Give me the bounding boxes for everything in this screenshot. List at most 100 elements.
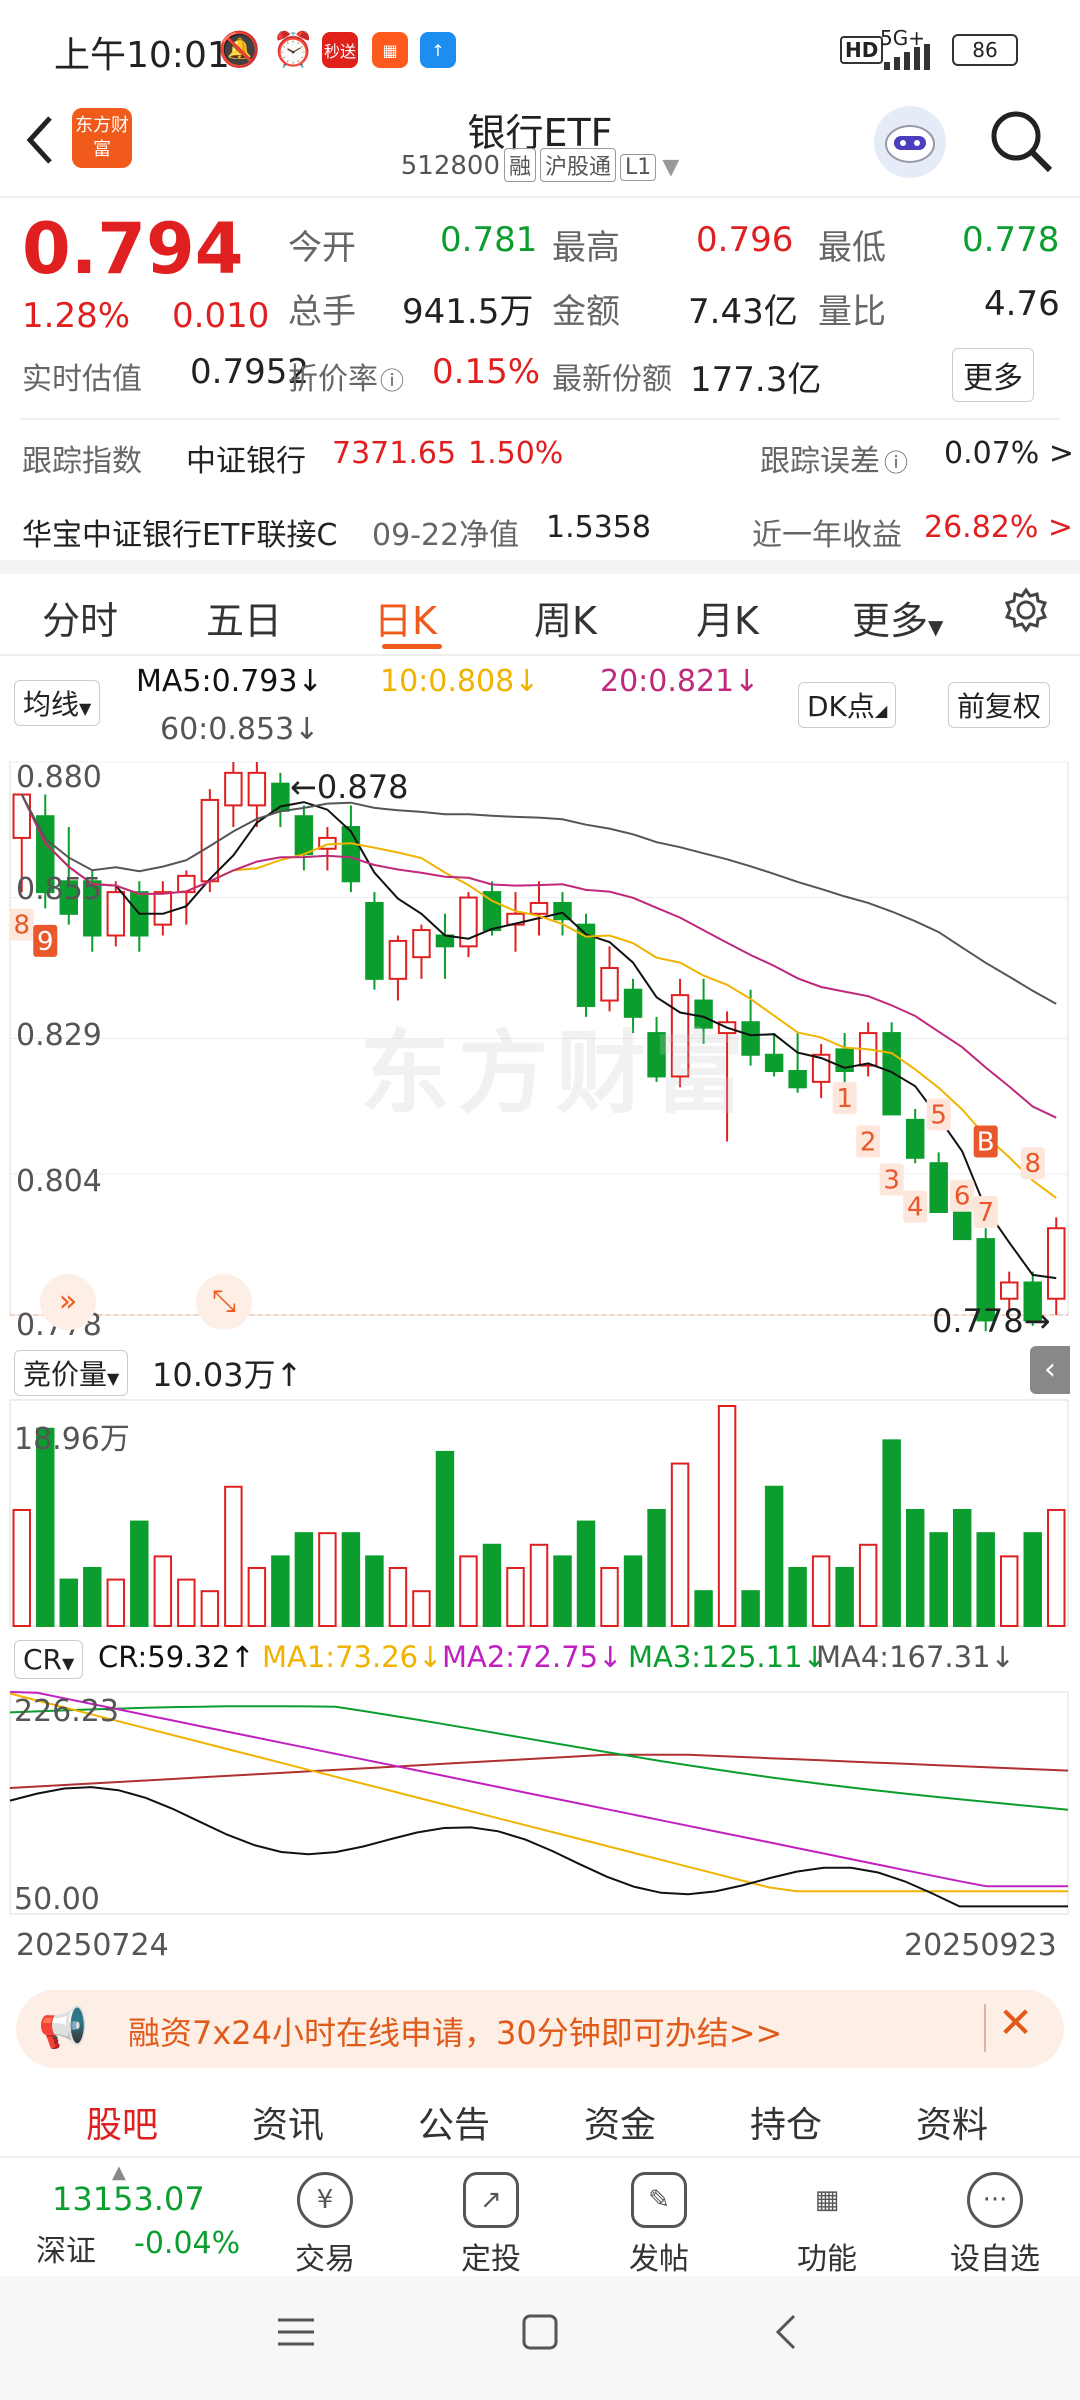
volume-bar xyxy=(388,1566,408,1627)
candle-body xyxy=(247,771,267,807)
tab-daily-k[interactable]: 日K xyxy=(374,599,437,643)
close-icon[interactable]: ✕ xyxy=(998,1998,1034,2047)
adjust-select[interactable]: 前复权 xyxy=(948,682,1051,728)
recent-apps-icon[interactable] xyxy=(276,2312,316,2356)
ma5-value: MA5:0.793↓ xyxy=(136,664,323,699)
tracking-index-pct: 1.50% xyxy=(468,436,564,471)
ma10-line xyxy=(20,794,1057,1199)
cr-bottom-label: 50.00 xyxy=(14,1882,100,1917)
tab-intraday[interactable]: 分时 xyxy=(42,599,119,643)
signal-label: 5 xyxy=(930,1100,947,1130)
volume-bar xyxy=(905,1508,925,1627)
candle-body xyxy=(153,891,173,926)
megaphone-icon: 📢 xyxy=(38,2005,88,2051)
market-index-value[interactable]: 13153.07 xyxy=(52,2180,205,2218)
expand-left-icon[interactable]: » xyxy=(40,1274,96,1330)
y-label-0: 0.880 xyxy=(16,760,102,795)
search-icon[interactable] xyxy=(986,106,1056,180)
volume-bar xyxy=(858,1543,878,1627)
volume-bar xyxy=(788,1566,807,1627)
promo-banner[interactable]: 📢 融资7x24小时在线申请，30分钟即可办结>> ✕ xyxy=(16,1990,1064,2068)
volume-bar xyxy=(435,1450,455,1627)
volume-bar xyxy=(200,1590,220,1628)
candle-body xyxy=(365,901,384,980)
y-label-3: 0.804 xyxy=(16,1164,102,1199)
candle-body xyxy=(694,999,713,1029)
tracking-error-value[interactable]: 0.07% > xyxy=(944,436,1074,471)
tab-profile[interactable]: 资料 xyxy=(916,2105,989,2146)
signal-label: 6 xyxy=(954,1182,971,1212)
candle-body xyxy=(83,880,102,937)
cr-ma2-line xyxy=(9,1691,1068,1888)
volume-bar xyxy=(835,1566,854,1627)
nav-post[interactable]: ✎ 发帖 xyxy=(604,2172,714,2278)
candle-body xyxy=(952,1210,972,1241)
ma-select[interactable]: 均线▼ xyxy=(14,680,101,726)
tab-five-day[interactable]: 五日 xyxy=(206,599,283,643)
cr-chart[interactable] xyxy=(0,1686,1080,1918)
tab-monthly-k[interactable]: 月K xyxy=(696,599,759,643)
nav-plan[interactable]: ↗ 定投 xyxy=(436,2172,546,2278)
nav-functions[interactable]: ▦ 功能 xyxy=(772,2172,882,2278)
volume-bar xyxy=(247,1566,267,1627)
tab-announcement[interactable]: 公告 xyxy=(418,2105,491,2146)
status-time: 上午10:01 xyxy=(54,35,230,76)
cr-select[interactable]: CR▼ xyxy=(14,1640,84,1679)
signal-label: 3 xyxy=(883,1165,900,1195)
tracking-index-value: 7371.65 xyxy=(332,436,457,471)
home-icon[interactable] xyxy=(520,2312,560,2356)
candle-body xyxy=(294,815,314,856)
cr-top-label: 226.23 xyxy=(14,1694,119,1729)
fund-return-value[interactable]: 26.82% > xyxy=(924,510,1074,545)
tab-funds[interactable]: 资金 xyxy=(584,2105,657,2146)
grid-icon: ▦ xyxy=(814,2185,840,2215)
signal-label: 2 xyxy=(860,1128,877,1158)
info-icon: ⓘ xyxy=(380,367,404,395)
shares-value: 177.3亿 xyxy=(690,360,822,400)
tab-weekly-k[interactable]: 周K xyxy=(534,599,597,643)
volume-value: 941.5万 xyxy=(402,292,534,332)
settings-gear-icon[interactable] xyxy=(1002,586,1050,638)
tracking-index-name[interactable]: 中证银行 xyxy=(186,444,306,479)
banner-divider xyxy=(984,2004,986,2052)
dk-select[interactable]: DK点◢ xyxy=(798,682,897,728)
volume-bar xyxy=(130,1520,149,1627)
candle-body xyxy=(976,1238,995,1322)
volume-bar xyxy=(811,1555,831,1627)
app-logo[interactable]: 东方财富 xyxy=(72,108,132,168)
fullscreen-icon[interactable]: ⤡ xyxy=(196,1274,252,1330)
nav-add-watchlist[interactable]: ··· 设自选 xyxy=(940,2172,1050,2278)
volume-bar xyxy=(670,1462,690,1627)
volume-bar xyxy=(717,1405,737,1627)
volume-chart[interactable] xyxy=(0,1396,1080,1630)
fund-name[interactable]: 华宝中证银行ETF联接C xyxy=(22,518,338,553)
volume-bar xyxy=(83,1566,102,1627)
fund-nav-label: 09-22净值 xyxy=(372,518,520,553)
volume-select[interactable]: 竞价量▼ xyxy=(14,1350,129,1396)
signal-marker-6: 5 xyxy=(926,1098,951,1131)
back-icon[interactable] xyxy=(20,110,60,174)
nav-trade[interactable]: ¥ 交易 xyxy=(270,2172,380,2278)
signal-label: 1 xyxy=(836,1084,853,1114)
robot-assistant-icon[interactable] xyxy=(874,106,946,178)
back-nav-icon[interactable] xyxy=(766,2312,806,2356)
signal-label: 8 xyxy=(13,911,30,941)
yuan-icon: ¥ xyxy=(297,2172,353,2228)
app-grid-icon: ▦ xyxy=(372,32,408,68)
stock-code-row[interactable]: 512800 融沪股通 L1 ▼ xyxy=(0,148,1080,182)
volume-bar xyxy=(529,1543,549,1627)
cr-ma3: MA3:125.11↓ xyxy=(628,1640,827,1674)
stock-code: 512800 xyxy=(400,151,501,181)
ma60-line xyxy=(20,794,1057,1005)
volume-bar xyxy=(59,1578,79,1628)
more-button[interactable]: 更多 xyxy=(952,348,1034,402)
edit-icon: ✎ xyxy=(631,2172,687,2228)
tab-guba[interactable]: 股吧 xyxy=(86,2105,159,2146)
tab-holdings[interactable]: 持仓 xyxy=(750,2105,823,2146)
tab-news[interactable]: 资讯 xyxy=(252,2105,325,2146)
candle-body xyxy=(576,923,596,1007)
tab-more[interactable]: 更多▼ xyxy=(852,599,944,643)
collapse-arrow-icon[interactable]: ‹ xyxy=(1030,1346,1070,1394)
volume-current: 10.03万↑ xyxy=(152,1356,303,1394)
